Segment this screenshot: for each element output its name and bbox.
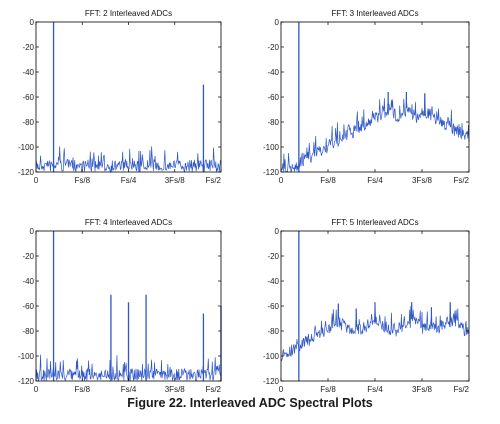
y-tick-label: -80 <box>267 118 279 127</box>
y-tick-label: -120 <box>18 377 35 386</box>
y-tick-label: -40 <box>267 277 279 286</box>
x-tick-label: Fs/4 <box>367 385 383 394</box>
x-tick-label: Fs/2 <box>205 176 221 185</box>
y-tick-label: -100 <box>263 352 280 361</box>
spectrum-trace <box>280 91 470 173</box>
y-tick-label: -60 <box>22 302 34 311</box>
x-tick-label: Fs/2 <box>453 176 469 185</box>
x-tick-label: 0 <box>34 385 39 394</box>
y-tick-label: -20 <box>267 252 279 261</box>
x-tick-label: 0 <box>279 176 284 185</box>
panel-title: FFT: 4 Interleaved ADCs <box>85 218 172 227</box>
fft-panel-1: FFT: 2 Interleaved ADCs 0 -20 -40 -60 -80 -100… <box>18 9 222 185</box>
y-tick-label: -20 <box>22 252 34 261</box>
y-tick-label: -60 <box>267 93 279 102</box>
x-tick-label: Fs/2 <box>453 385 469 394</box>
plot-frame <box>35 21 222 173</box>
figure-caption: Figure 22. Interleaved ADC Spectral Plot… <box>127 396 373 410</box>
x-tick-label: Fs/2 <box>205 385 221 394</box>
y-tick-label: -20 <box>22 43 34 52</box>
y-tick-label: -120 <box>263 377 280 386</box>
x-tick-label: 3Fs/8 <box>165 176 186 185</box>
y-tick-label: -20 <box>267 43 279 52</box>
x-tick-label: 3Fs/8 <box>165 385 186 394</box>
y-tick-label: 0 <box>30 227 35 236</box>
x-tick-label: 3Fs/8 <box>412 176 433 185</box>
x-tick-label: Fs/4 <box>367 176 383 185</box>
panel-title: FFT: 3 Interleaved ADCs <box>331 9 418 18</box>
spectrum-trace <box>35 146 222 174</box>
fft-panel-2: FFT: 3 Interleaved ADCs 0 -20 -40 -60 -80 -100… <box>263 9 470 185</box>
x-tick-label: Fs/8 <box>320 385 336 394</box>
y-tick-label: -60 <box>22 93 34 102</box>
panel-title: FFT: 5 Interleaved ADCs <box>331 218 418 227</box>
fft-panel-3: FFT: 4 Interleaved ADCs 0 -20 -40 -60 -80 -100… <box>18 218 222 394</box>
y-tick-label: 0 <box>275 227 280 236</box>
y-tick-label: 0 <box>30 18 35 27</box>
x-tick-label: Fs/4 <box>121 385 137 394</box>
y-tick-label: -80 <box>22 118 34 127</box>
x-tick-label: Fs/8 <box>74 385 90 394</box>
y-tick-label: -40 <box>267 68 279 77</box>
y-tick-label: -120 <box>263 168 280 177</box>
y-tick-label: -60 <box>267 302 279 311</box>
y-tick-label: -100 <box>18 352 35 361</box>
panel-title: FFT: 2 Interleaved ADCs <box>85 9 172 18</box>
y-tick-label: -100 <box>263 143 280 152</box>
y-tick-label: -40 <box>22 68 34 77</box>
y-tick-label: -120 <box>18 168 35 177</box>
x-tick-label: 3Fs/8 <box>412 385 433 394</box>
y-tick-label: -80 <box>267 327 279 336</box>
x-tick-label: Fs/4 <box>121 176 137 185</box>
y-tick-label: -80 <box>22 327 34 336</box>
fft-panel-4: FFT: 5 Interleaved ADCs 0 -20 -40 -60 -80 -100… <box>263 218 470 394</box>
x-tick-label: Fs/8 <box>320 176 336 185</box>
x-tick-label: 0 <box>279 385 284 394</box>
y-tick-label: -100 <box>18 143 35 152</box>
x-tick-label: 0 <box>34 176 39 185</box>
y-tick-label: 0 <box>275 18 280 27</box>
y-tick-label: -40 <box>22 277 34 286</box>
x-tick-label: Fs/8 <box>74 176 90 185</box>
